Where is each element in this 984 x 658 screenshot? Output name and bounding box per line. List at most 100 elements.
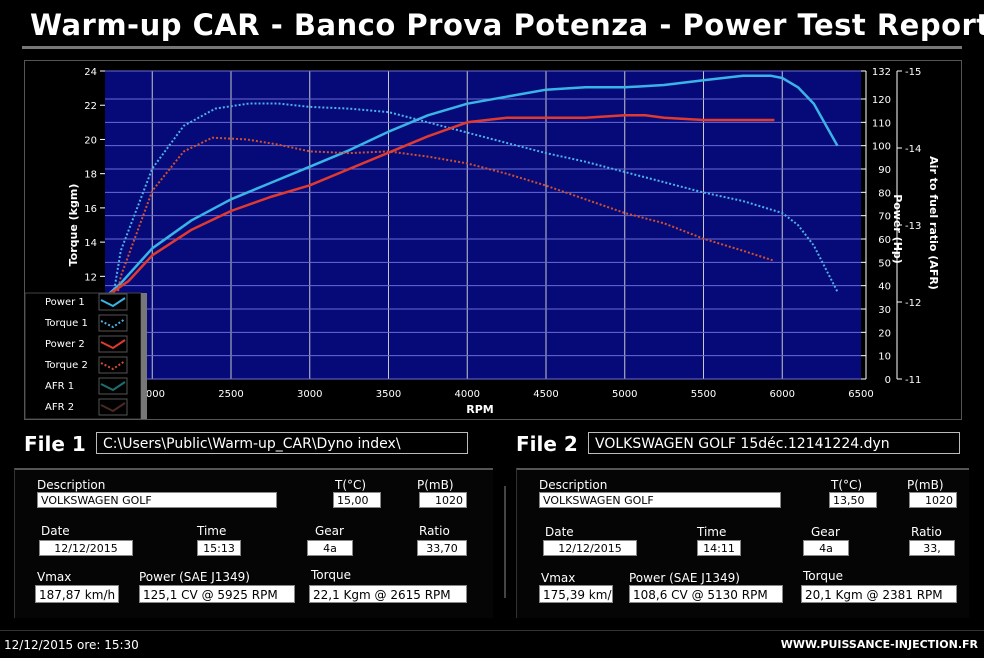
- file2-temp-field[interactable]: 13,50: [829, 492, 877, 508]
- title-divider: [22, 46, 962, 49]
- chart-legend[interactable]: Power 1 Torque 1 Power 2 Torque 2 AFR 1 AFR 2: [24, 292, 147, 420]
- torque-tick-label: 24: [84, 67, 97, 78]
- solid-line-icon: [100, 381, 126, 392]
- file1-ratio-label: Ratio: [419, 524, 450, 538]
- torque-axis-label: Torque (kgm): [67, 184, 80, 267]
- afr-tick-label: -14: [905, 144, 921, 155]
- power-tick-label: 50: [878, 258, 891, 269]
- legend-swatch: [98, 356, 128, 374]
- file1-power-field[interactable]: 125,1 CV @ 5925 RPM: [139, 585, 295, 603]
- afr-tick-label: -13: [905, 221, 921, 232]
- file1-temp-field[interactable]: 15,00: [333, 492, 381, 508]
- series-torque-2-line: [104, 136, 775, 363]
- file1-torque-label: Torque: [311, 568, 351, 582]
- file1-time-label: Time: [197, 524, 227, 538]
- legend-item-label: Torque 1: [44, 318, 88, 329]
- power-tick-label: 80: [878, 188, 891, 199]
- legend-item-label: AFR 1: [45, 381, 74, 392]
- file2-gear-label: Gear: [811, 525, 840, 539]
- file2-pressure-label: P(mB): [907, 478, 944, 492]
- file2-time-label: Time: [697, 525, 727, 539]
- grid-lines: [105, 70, 861, 380]
- file2-description-field[interactable]: VOLKSWAGEN GOLF: [539, 492, 781, 508]
- file1-path-field[interactable]: C:\Users\Public\Warm-up_CAR\Dyno index\: [96, 432, 468, 454]
- file2-gear-field[interactable]: 4a: [803, 540, 849, 556]
- afr-axis-label: Air to fuel ratio (AFR): [927, 156, 940, 290]
- x-tick-label: 2000: [140, 389, 165, 400]
- solid-line-icon: [100, 402, 126, 413]
- file2-ratio-field[interactable]: 33,: [909, 540, 955, 556]
- file1-gear-label: Gear: [315, 524, 344, 538]
- power-tick-label: 40: [878, 282, 891, 293]
- file1-vmax-field[interactable]: 187,87 km/h: [35, 585, 119, 603]
- torque-tick-label: 14: [84, 238, 97, 249]
- file2-torque-field[interactable]: 20,1 Kgm @ 2381 RPM: [801, 585, 957, 603]
- legend-swatch: [98, 398, 128, 416]
- file1-label: File 1: [24, 432, 86, 456]
- series-torque-1-line: [104, 102, 839, 345]
- file2-path-field[interactable]: VOLKSWAGEN GOLF 15déc.12141224.dyn: [588, 432, 960, 454]
- footer-website[interactable]: WWW.PUISSANCE-INJECTION.FR: [780, 638, 978, 651]
- dotted-line-icon: [100, 318, 126, 329]
- torque-tick-label: 12: [84, 272, 97, 283]
- x-tick-label: 4500: [533, 389, 558, 400]
- legend-item-label: Power 1: [45, 297, 85, 308]
- file1-vmax-label: Vmax: [37, 570, 72, 584]
- file1-date-field[interactable]: 12/12/2015: [39, 540, 133, 556]
- power-tick-label: 100: [872, 142, 891, 153]
- file2-ratio-label: Ratio: [911, 525, 942, 539]
- power-tick-label: 110: [872, 118, 891, 129]
- afr-tick-label: -15: [905, 67, 921, 78]
- x-tick-label: 4000: [455, 389, 480, 400]
- torque-tick-label: 22: [84, 101, 97, 112]
- x-axis-label: RPM: [466, 403, 493, 416]
- power-tick-label: 90: [878, 165, 891, 176]
- legend-item-label: AFR 2: [45, 402, 74, 413]
- file1-description-field[interactable]: VOLKSWAGEN GOLF: [37, 492, 277, 508]
- x-tick-label: 6500: [848, 389, 873, 400]
- file2-temp-label: T(°C): [831, 478, 863, 492]
- file1-torque-field[interactable]: 22,1 Kgm @ 2615 RPM: [309, 585, 467, 603]
- file2-info-panel: Description VOLKSWAGEN GOLF T(°C) 13,50 …: [516, 468, 969, 618]
- power-tick-label: 132: [872, 67, 891, 78]
- file1-power-label: Power (SAE J1349): [139, 570, 250, 584]
- file2-date-field[interactable]: 12/12/2015: [543, 540, 637, 556]
- dyno-chart-svg: 2000 2500 3000 3500 4000 4500 5000 5500 6000 6500…: [24, 67, 940, 420]
- series-lines: [104, 74, 839, 363]
- legend-swatch: [98, 314, 128, 332]
- file1-ratio-field[interactable]: 33,70: [417, 540, 467, 556]
- legend-item-label: Power 2: [45, 339, 85, 350]
- dotted-line-icon: [100, 360, 126, 371]
- torque-tick-label: 20: [84, 135, 97, 146]
- file2-time-field[interactable]: 14:11: [697, 540, 741, 556]
- x-tick-label: 2500: [218, 389, 243, 400]
- footer-divider: [0, 630, 984, 631]
- legend-swatch: [98, 293, 128, 311]
- solid-line-icon: [100, 339, 126, 350]
- power-tick-label: 60: [878, 235, 891, 246]
- file2-vmax-field[interactable]: 175,39 km/: [539, 585, 613, 603]
- file1-gear-field[interactable]: 4a: [307, 540, 353, 556]
- file2-label: File 2: [516, 432, 578, 456]
- afr-tick-label: -11: [905, 375, 921, 386]
- axis-ticks: 2000 2500 3000 3500 4000 4500 5000 5500 6000 6500…: [84, 67, 921, 400]
- file2-date-label: Date: [545, 525, 574, 539]
- file1-time-field[interactable]: 15:13: [197, 540, 241, 556]
- file2-torque-label: Torque: [803, 569, 843, 583]
- file1-pressure-label: P(mB): [417, 478, 454, 492]
- file2-description-label: Description: [539, 478, 608, 492]
- file2-power-field[interactable]: 108,6 CV @ 5130 RPM: [629, 585, 783, 603]
- power-tick-label: 120: [872, 95, 891, 106]
- legend-item-label: Torque 2: [44, 360, 88, 371]
- file2-vmax-label: Vmax: [541, 571, 576, 585]
- power-tick-label: 30: [878, 305, 891, 316]
- file1-temp-label: T(°C): [335, 478, 367, 492]
- afr-tick-label: -12: [905, 298, 921, 309]
- torque-tick-label: 16: [84, 204, 97, 215]
- solid-line-icon: [100, 297, 126, 308]
- x-tick-label: 5500: [691, 389, 716, 400]
- file2-pressure-field[interactable]: 1020: [909, 492, 957, 508]
- power-tick-label: 0: [885, 375, 891, 386]
- file1-pressure-field[interactable]: 1020: [419, 492, 467, 508]
- torque-tick-label: 18: [84, 170, 97, 181]
